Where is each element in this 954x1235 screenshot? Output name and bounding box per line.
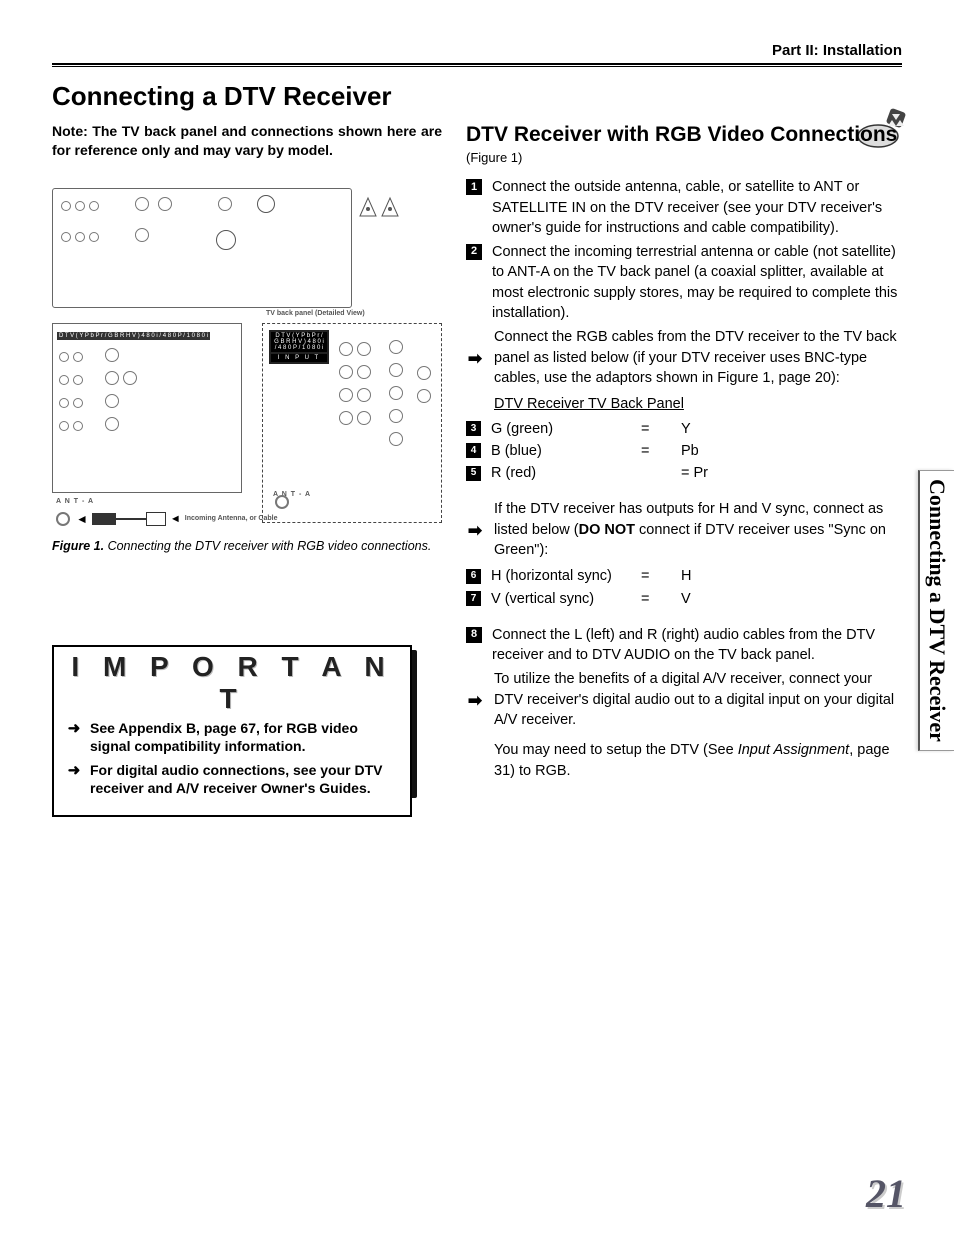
arrow-icon: ➡ (466, 671, 484, 730)
step-marker: 4 (466, 443, 481, 458)
step-arrow: ➡ Connect the RGB cables from the DTV re… (466, 327, 902, 388)
step-arrow: ➡ If the DTV receiver has outputs for H … (466, 499, 902, 560)
detailed-view-label: TV back panel (Detailed View) (266, 310, 365, 317)
step-1: 1 Connect the outside antenna, cable, or… (466, 177, 902, 238)
step-marker: 3 (466, 421, 481, 436)
input-label: I N P U T (271, 354, 327, 362)
diagram-top-panel (52, 188, 352, 308)
figure-reference: (Figure 1) (466, 150, 902, 165)
incoming-label: Incoming Antenna, or Cable (185, 515, 278, 522)
page: Part II: Installation Connecting a DTV R… (0, 0, 954, 1235)
map-row: 6 H (horizontal sync) = H (466, 566, 902, 586)
important-title: I M P O R T A N T (54, 647, 410, 715)
dtv-label-2: D T V ( Y P b P r / G B R H V ) 4 8 0 i … (271, 332, 327, 352)
step-text: If the DTV receiver has outputs for H an… (494, 499, 902, 560)
diagram-dashed-panel: D T V ( Y P b P r / G B R H V ) 4 8 0 i … (262, 323, 442, 523)
figure-caption-bold: Figure 1. (52, 539, 104, 553)
important-box: I M P O R T A N T ➜ See Appendix B, page… (52, 645, 442, 818)
part-title: Part II: Installation (52, 36, 902, 63)
step-marker: 8 (466, 627, 482, 643)
right-column: DTV Receiver with RGB Video Connections … (466, 122, 902, 817)
mapping-table: 3 G (green) = Y 4 B (blue) = Pb 5 R (red… (466, 419, 902, 484)
map-row: 5 R (red) = Pr (466, 463, 902, 483)
page-number: 21 (866, 1170, 906, 1217)
step-marker: 2 (466, 244, 482, 260)
map-eq: = (641, 566, 681, 586)
map-right: H (681, 566, 741, 586)
columns: Note: The TV back panel and connections … (52, 122, 902, 817)
tail-note: You may need to setup the DTV (See Input… (494, 740, 902, 781)
map-eq: = (641, 589, 681, 609)
map-left: R (red) (491, 463, 641, 483)
dtv-label: D T V ( Y P b P r / G B R H V ) 4 8 0 i … (57, 332, 210, 340)
important-item-text: See Appendix B, page 67, for RGB video s… (90, 719, 398, 755)
connection-diagram: D T V ( Y P b P r / G B R H V ) 4 8 0 i … (52, 188, 412, 528)
step-text: Connect the RGB cables from the DTV rece… (494, 327, 902, 388)
arrow-icon: ➡ (466, 329, 484, 388)
step-marker: 5 (466, 466, 481, 481)
step-text: Connect the incoming terrestrial antenna… (492, 242, 902, 323)
step-8: 8 Connect the L (left) and R (right) aud… (466, 625, 902, 666)
map-right: Pb (681, 441, 741, 461)
step-text: Connect the L (left) and R (right) audio… (492, 625, 902, 666)
important-item-text: For digital audio connections, see your … (90, 761, 398, 797)
map-right: = Pr (681, 463, 741, 483)
arrow-icon: ➜ (66, 761, 82, 797)
map-right: Y (681, 419, 741, 439)
map-left: H (horizontal sync) (491, 566, 641, 586)
step-arrow: ➡ To utilize the benefits of a digital A… (466, 669, 902, 730)
mapping-table-header: DTV Receiver TV Back Panel (494, 394, 902, 414)
step-2: 2 Connect the incoming terrestrial anten… (466, 242, 902, 323)
step-marker: 1 (466, 179, 482, 195)
header-rule (52, 63, 902, 67)
ant-a-label: A N T - A (56, 498, 94, 505)
arrow-icon: ➡ (466, 501, 484, 560)
important-item: ➜ See Appendix B, page 67, for RGB video… (66, 719, 398, 755)
side-tab: Connecting a DTV Receiver (918, 470, 954, 751)
page-title: Connecting a DTV Receiver (52, 81, 902, 112)
map-left: B (blue) (491, 441, 641, 461)
tail-italic: Input Assignment (738, 742, 850, 758)
section-subtitle: DTV Receiver with RGB Video Connections (466, 122, 902, 148)
diagram-mid-panel: D T V ( Y P b P r / G B R H V ) 4 8 0 i … (52, 323, 242, 493)
step-text: Connect the outside antenna, cable, or s… (492, 177, 902, 238)
left-column: Note: The TV back panel and connections … (52, 122, 442, 817)
map-eq: = (641, 441, 681, 461)
text-bold: DO NOT (579, 522, 635, 538)
map-row: 3 G (green) = Y (466, 419, 902, 439)
map-left: V (vertical sync) (491, 589, 641, 609)
map-eq: = (641, 419, 681, 439)
important-item: ➜ For digital audio connections, see you… (66, 761, 398, 797)
arrow-icon: ➜ (66, 719, 82, 755)
map-right: V (681, 589, 741, 609)
map-left: G (green) (491, 419, 641, 439)
step-marker: 6 (466, 569, 481, 584)
figure-caption-text: Connecting the DTV receiver with RGB vid… (104, 539, 431, 553)
figure-caption: Figure 1. Connecting the DTV receiver wi… (52, 538, 442, 555)
step-text: To utilize the benefits of a digital A/V… (494, 669, 902, 730)
map-row: 4 B (blue) = Pb (466, 441, 902, 461)
map-row: 7 V (vertical sync) = V (466, 589, 902, 609)
mapping-table-2: 6 H (horizontal sync) = H 7 V (vertical … (466, 566, 902, 609)
tail-pre: You may need to setup the DTV (See (494, 742, 738, 758)
note-text: Note: The TV back panel and connections … (52, 122, 442, 160)
steps-list: 1 Connect the outside antenna, cable, or… (466, 177, 902, 781)
step-marker: 7 (466, 591, 481, 606)
